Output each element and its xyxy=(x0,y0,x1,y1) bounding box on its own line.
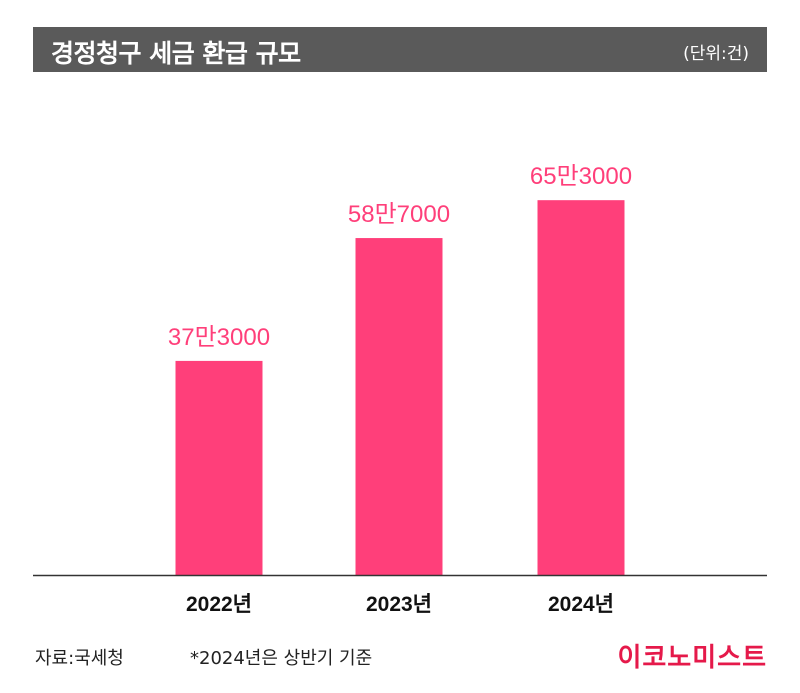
data-label-2022년: 37만3000 xyxy=(168,324,270,351)
data-label-2023년: 58만7000 xyxy=(348,201,450,228)
bar-2022년 xyxy=(175,360,263,575)
title-band: 경정청구 세금 환급 규모 (단위:건) xyxy=(33,27,767,72)
x-tick-label-2023년: 2023년 xyxy=(366,593,432,616)
publisher-logo: 이코노미스트 xyxy=(617,643,767,673)
x-tick-label-2024년: 2024년 xyxy=(548,593,614,616)
data-label-2024년: 65만3000 xyxy=(530,163,632,190)
chart-title: 경정청구 세금 환급 규모 xyxy=(51,39,301,68)
footnote: *2024년은 상반기 기준 xyxy=(190,648,373,669)
bar-2024년 xyxy=(537,200,625,576)
unit-label: (단위:건) xyxy=(683,44,749,64)
source-note: 자료:국세청 xyxy=(35,648,124,669)
x-tick-label-2022년: 2022년 xyxy=(186,593,252,616)
bar-2023년 xyxy=(355,238,443,575)
